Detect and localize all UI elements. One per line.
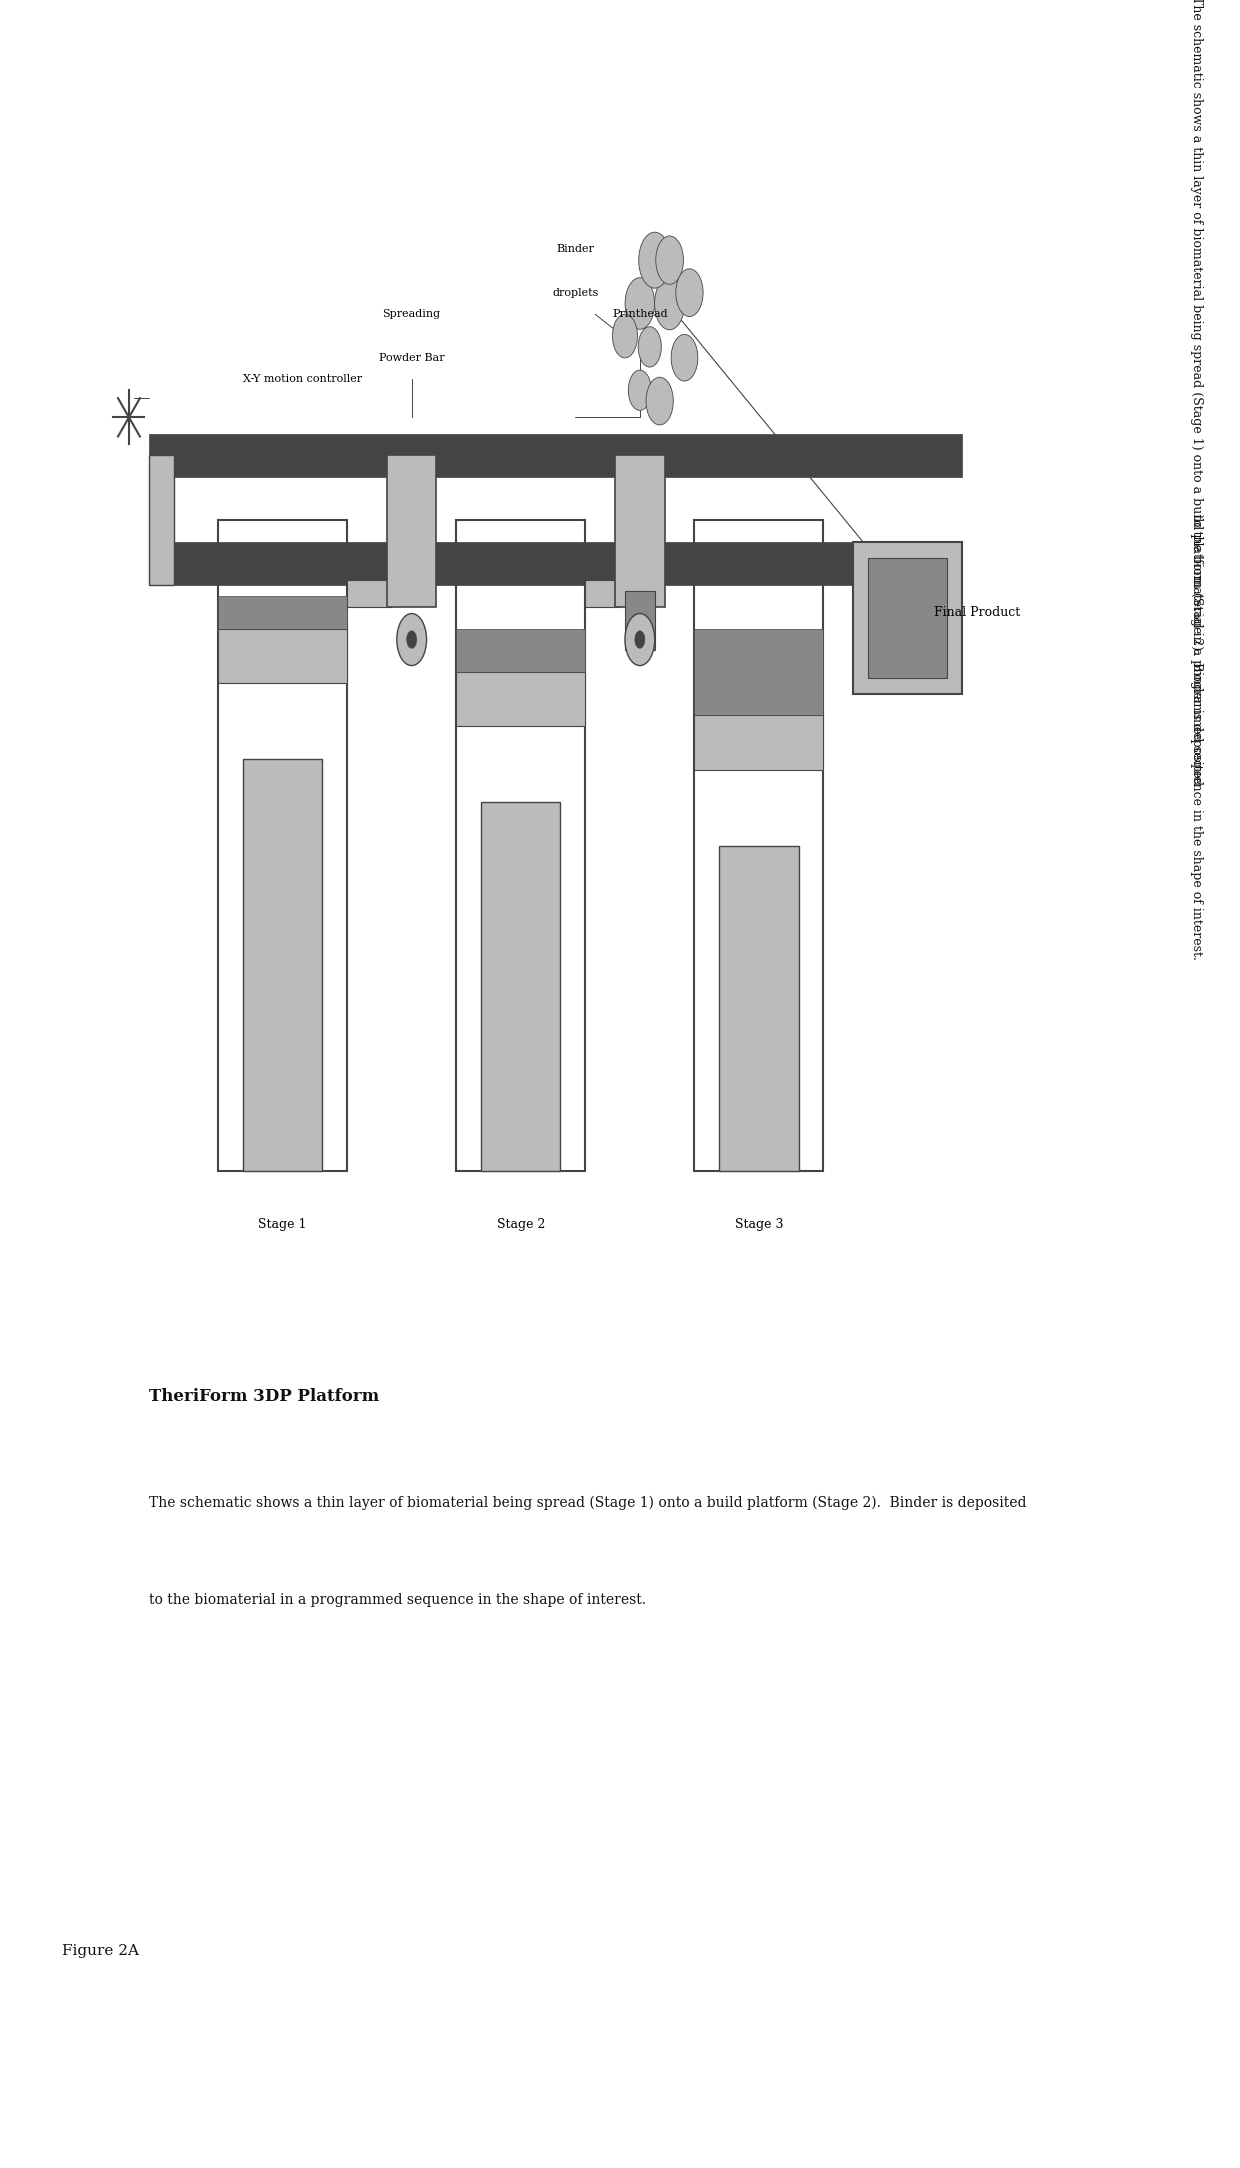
Circle shape: [639, 232, 671, 288]
Bar: [243, 759, 322, 1171]
Bar: [694, 715, 823, 770]
Circle shape: [656, 236, 683, 284]
Text: Stage 2: Stage 2: [496, 1218, 546, 1231]
Bar: [347, 581, 392, 607]
Circle shape: [625, 614, 655, 666]
Circle shape: [655, 278, 684, 330]
Circle shape: [676, 269, 703, 317]
Bar: [456, 629, 585, 672]
Text: X-Y motion controller: X-Y motion controller: [243, 375, 362, 384]
Bar: [218, 596, 347, 629]
Bar: [585, 581, 620, 607]
Bar: [625, 592, 655, 650]
Bar: [456, 520, 585, 1171]
Circle shape: [629, 371, 651, 410]
Text: to the biomaterial in a programmed sequence in the shape of interest.: to the biomaterial in a programmed seque…: [149, 1593, 646, 1606]
Text: to the biomaterial in a programmed sequence in the shape of interest.: to the biomaterial in a programmed seque…: [1190, 514, 1203, 960]
Bar: [694, 520, 823, 1171]
Bar: [149, 455, 174, 585]
Text: Stage 1: Stage 1: [258, 1218, 308, 1231]
Text: The schematic shows a thin layer of biomaterial being spread (Stage 1) onto a bu: The schematic shows a thin layer of biom…: [1190, 0, 1203, 785]
Text: Powder Bar: Powder Bar: [379, 353, 444, 362]
Text: Printhead: Printhead: [613, 310, 667, 319]
Text: droplets: droplets: [552, 288, 599, 297]
Circle shape: [635, 631, 645, 648]
Text: TheriForm 3DP Platform: TheriForm 3DP Platform: [149, 1388, 379, 1405]
Bar: [387, 455, 436, 607]
Circle shape: [407, 631, 417, 648]
Bar: [149, 542, 962, 585]
Bar: [218, 520, 347, 1171]
Circle shape: [613, 314, 637, 358]
Circle shape: [639, 327, 661, 366]
Circle shape: [646, 377, 673, 425]
Text: Figure 2A: Figure 2A: [62, 1945, 139, 1958]
Bar: [853, 542, 962, 694]
Bar: [694, 629, 823, 715]
Circle shape: [671, 334, 698, 382]
Bar: [149, 434, 962, 477]
Circle shape: [397, 614, 427, 666]
Bar: [456, 672, 585, 726]
Text: The schematic shows a thin layer of biomaterial being spread (Stage 1) onto a bu: The schematic shows a thin layer of biom…: [149, 1496, 1027, 1511]
Text: Spreading: Spreading: [383, 310, 440, 319]
Text: Binder: Binder: [557, 245, 594, 254]
Text: Final Product: Final Product: [934, 607, 1021, 618]
Bar: [218, 629, 347, 683]
Text: Stage 3: Stage 3: [734, 1218, 784, 1231]
Circle shape: [625, 278, 655, 330]
Bar: [868, 559, 947, 676]
Bar: [481, 802, 560, 1171]
Bar: [615, 455, 665, 607]
Bar: [719, 846, 799, 1171]
